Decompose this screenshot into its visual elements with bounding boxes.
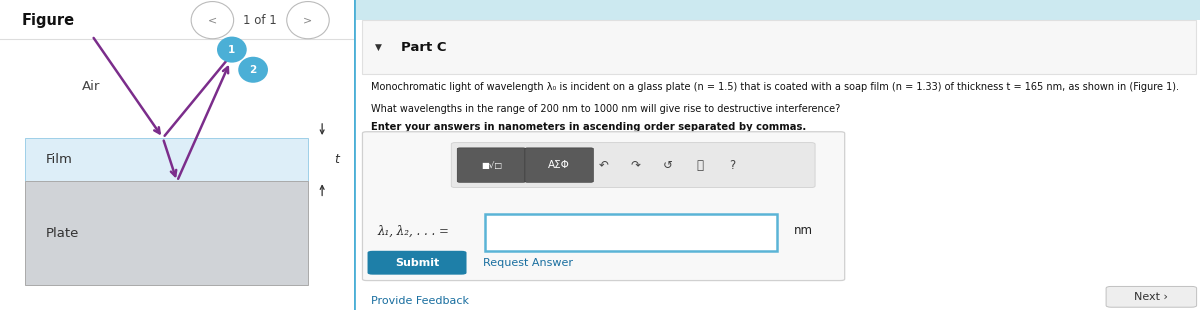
- Text: ↶: ↶: [599, 159, 608, 171]
- Text: λ₁, λ₂, . . . =: λ₁, λ₂, . . . =: [378, 224, 450, 237]
- FancyBboxPatch shape: [451, 143, 815, 188]
- Text: Figure: Figure: [22, 13, 74, 28]
- Text: Enter your answers in nanometers in ascending order separated by commas.: Enter your answers in nanometers in asce…: [371, 122, 806, 132]
- Text: ▼: ▼: [376, 43, 382, 52]
- Text: ↺: ↺: [662, 159, 673, 171]
- FancyBboxPatch shape: [524, 148, 594, 182]
- Text: 1: 1: [228, 45, 235, 55]
- Text: Submit: Submit: [395, 258, 439, 268]
- Bar: [354, 0, 1200, 20]
- Bar: [25, 181, 308, 285]
- FancyBboxPatch shape: [1106, 286, 1196, 307]
- Circle shape: [217, 37, 247, 63]
- Text: ■√□: ■√□: [481, 161, 502, 170]
- Bar: [25, 138, 308, 181]
- Text: 2: 2: [250, 65, 257, 75]
- Text: Part C: Part C: [401, 41, 446, 54]
- Bar: [485, 214, 778, 251]
- Text: Plate: Plate: [46, 227, 79, 240]
- Circle shape: [239, 57, 268, 83]
- Text: ⎕: ⎕: [696, 159, 703, 171]
- FancyBboxPatch shape: [457, 148, 526, 182]
- FancyBboxPatch shape: [362, 20, 1195, 74]
- Text: Next ›: Next ›: [1134, 292, 1169, 302]
- FancyBboxPatch shape: [367, 251, 467, 275]
- Text: Air: Air: [82, 80, 100, 93]
- Text: nm: nm: [794, 224, 812, 237]
- Text: >: >: [304, 15, 313, 25]
- Text: 1 of 1: 1 of 1: [244, 14, 277, 27]
- Text: Monochromatic light of wavelength λ₀ is incident on a glass plate (n = 1.5) that: Monochromatic light of wavelength λ₀ is …: [371, 82, 1178, 92]
- Text: t: t: [334, 153, 338, 166]
- Text: What wavelengths in the range of 200 nm to 1000 nm will give rise to destructive: What wavelengths in the range of 200 nm …: [371, 104, 840, 114]
- Text: ?: ?: [730, 159, 736, 171]
- Text: ↷: ↷: [631, 159, 641, 171]
- Text: AΣΦ: AΣΦ: [548, 160, 570, 170]
- Text: Provide Feedback: Provide Feedback: [371, 296, 469, 306]
- Text: Film: Film: [46, 153, 73, 166]
- Text: Request Answer: Request Answer: [482, 258, 572, 268]
- FancyBboxPatch shape: [362, 132, 845, 281]
- Text: <: <: [208, 15, 217, 25]
